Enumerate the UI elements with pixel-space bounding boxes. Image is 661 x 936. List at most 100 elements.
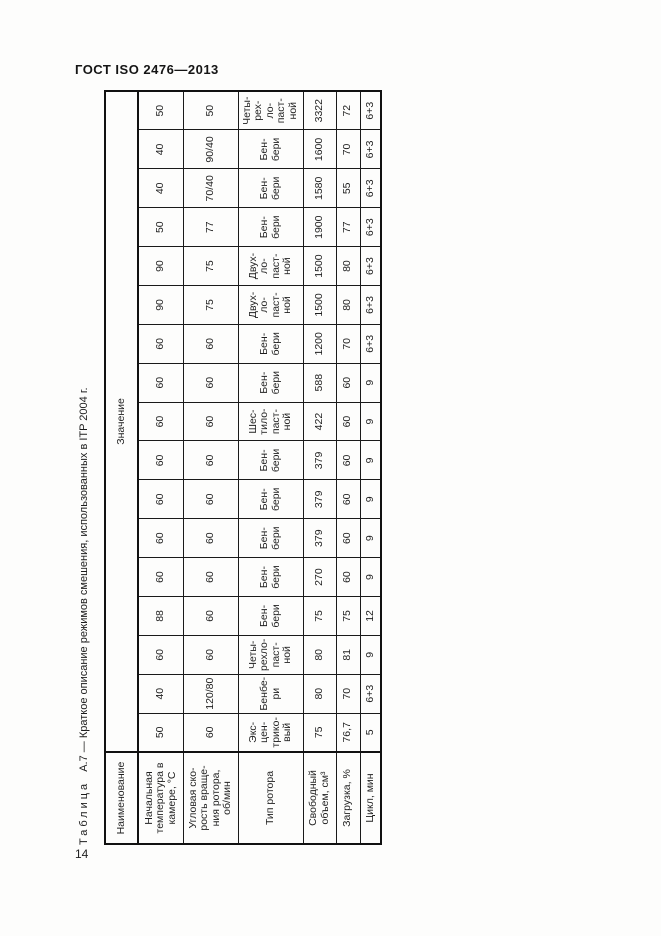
speed-value-cell: 60: [183, 363, 238, 403]
temperature-value-cell: 50: [138, 713, 183, 752]
rotor-value-cell: Шес- тило- паст- ной: [238, 402, 303, 441]
speed-value-cell: 60: [183, 324, 238, 364]
temperature-value-cell: 90: [138, 285, 183, 325]
rotor-value-cell: Бен- бери: [238, 168, 303, 208]
temperature-value-cell: 60: [138, 518, 183, 558]
rotor-value-cell: Бен- бери: [238, 207, 303, 247]
cycle-value-cell: 6+3: [360, 246, 381, 286]
volume-value-cell: 588: [303, 363, 336, 403]
temperature-value-cell: 50: [138, 90, 183, 130]
cycle-value-cell: 12: [360, 596, 381, 636]
temperature-row-label: Начальная температура в камере, °С: [138, 752, 183, 844]
rotated-table-assembly: Таблица А.7 — Краткое описание режимов с…: [78, 89, 383, 845]
temperature-value-cell: 40: [138, 130, 183, 169]
volume-value-cell: 75: [303, 596, 336, 636]
speed-value-cell: 60: [183, 713, 238, 752]
rotor-value-cell: Бен- бери: [238, 441, 303, 480]
page-number-text: 14: [75, 847, 89, 861]
load-row: Загрузка, % 76,7 70 81 75 60 60 60 60 60 60 70 80 80 7…: [336, 90, 360, 844]
table-title-rest: А.7 — Краткое описание режимов смешения,…: [78, 387, 90, 772]
load-value-cell: 80: [336, 246, 360, 286]
cycle-value-cell: 9: [360, 635, 381, 675]
load-value-cell: 60: [336, 518, 360, 558]
volume-value-cell: 1580: [303, 168, 336, 208]
load-value-cell: 70: [336, 674, 360, 714]
load-value-cell: 70: [336, 324, 360, 364]
table-title-word: Таблица: [78, 780, 90, 845]
temperature-value-cell: 50: [138, 207, 183, 247]
load-value-cell: 77: [336, 207, 360, 247]
rotor-speed-row: Угловая ско- рость враще- ния ротора, об…: [183, 90, 238, 844]
cycle-value-cell: 9: [360, 557, 381, 597]
load-value-cell: 72: [336, 90, 360, 130]
temperature-value-cell: 60: [138, 363, 183, 403]
temperature-value-cell: 40: [138, 674, 183, 714]
rotor-value-cell: Экс- цен- трико- вый: [238, 713, 303, 752]
mixing-regimes-table: Наименование Значение Начальная температ…: [104, 89, 382, 845]
rotor-value-cell: Четы- рехло- паст- ной: [238, 635, 303, 675]
temperature-value-cell: 60: [138, 557, 183, 597]
cycle-value-cell: 5: [360, 713, 381, 752]
page-number: 14: [75, 847, 88, 861]
load-value-cell: 75: [336, 596, 360, 636]
rotor-type-row: Тип ротора Экс- цен- трико- вый Бенбе- ри Ч…: [238, 90, 303, 844]
speed-value-cell: 70/40: [183, 168, 238, 208]
cycle-value-cell: 6+3: [360, 168, 381, 208]
volume-value-cell: 1600: [303, 130, 336, 169]
cycle-value-cell: 6+3: [360, 324, 381, 364]
cycle-value-cell: 6+3: [360, 90, 381, 130]
cycle-value-cell: 9: [360, 518, 381, 558]
volume-value-cell: 1500: [303, 285, 336, 325]
volume-value-cell: 80: [303, 674, 336, 714]
load-value-cell: 76,7: [336, 713, 360, 752]
rotor-value-cell: Четы- рех- ло- паст- ной: [238, 90, 303, 130]
speed-row-label: Угловая ско- рость враще- ния ротора, об…: [183, 752, 238, 844]
rotor-value-cell: Бен- бери: [238, 130, 303, 169]
cycle-row: Цикл, мин 5 6+3 9 12 9 9 9 9 9 9 6+3 6+3 6+3 6+3 6+3 6+3…: [360, 90, 381, 844]
volume-value-cell: 379: [303, 518, 336, 558]
value-header-cell: Значение: [105, 90, 138, 752]
free-volume-row: Свободный объем, см³ 75 80 80 75 270 379 379 379…: [303, 90, 336, 844]
load-value-cell: 70: [336, 130, 360, 169]
speed-value-cell: 50: [183, 90, 238, 130]
load-value-cell: 60: [336, 557, 360, 597]
rotor-value-cell: Двух- ло- паст- ной: [238, 285, 303, 325]
standard-number-text: ГОСТ ISO 2476—2013: [75, 62, 219, 77]
corner-header-cell: Наименование: [105, 752, 138, 844]
temperature-value-cell: 60: [138, 479, 183, 519]
cycle-value-cell: 6+3: [360, 207, 381, 247]
rotor-value-cell: Бен- бери: [238, 324, 303, 364]
load-value-cell: 55: [336, 168, 360, 208]
temperature-value-cell: 40: [138, 168, 183, 208]
speed-value-cell: 60: [183, 402, 238, 441]
temperature-value-cell: 88: [138, 596, 183, 636]
cycle-value-cell: 6+3: [360, 674, 381, 714]
volume-value-cell: 379: [303, 479, 336, 519]
volume-value-cell: 1200: [303, 324, 336, 364]
load-value-cell: 81: [336, 635, 360, 675]
speed-value-cell: 60: [183, 557, 238, 597]
rotor-value-cell: Двух- ло- паст- ной: [238, 246, 303, 286]
speed-value-cell: 60: [183, 518, 238, 558]
rotor-value-cell: Бенбе- ри: [238, 674, 303, 714]
rotor-value-cell: Бен- бери: [238, 518, 303, 558]
load-value-cell: 60: [336, 441, 360, 480]
rotor-value-cell: Бен- бери: [238, 479, 303, 519]
standard-number-header: ГОСТ ISO 2476—2013: [75, 62, 219, 77]
cycle-value-cell: 9: [360, 441, 381, 480]
cycle-value-cell: 9: [360, 363, 381, 403]
speed-value-cell: 60: [183, 596, 238, 636]
rotor-row-label: Тип ротора: [238, 752, 303, 844]
temperature-value-cell: 90: [138, 246, 183, 286]
temperature-value-cell: 60: [138, 324, 183, 364]
cycle-value-cell: 6+3: [360, 130, 381, 169]
table-title: Таблица А.7 — Краткое описание режимов с…: [78, 92, 98, 845]
cycle-row-label: Цикл, мин: [360, 752, 381, 844]
temperature-row: Начальная температура в камере, °С 50 40 60…: [138, 90, 183, 844]
load-value-cell: 60: [336, 402, 360, 441]
speed-value-cell: 90/40: [183, 130, 238, 169]
cycle-value-cell: 9: [360, 479, 381, 519]
cycle-value-cell: 9: [360, 402, 381, 441]
speed-value-cell: 75: [183, 285, 238, 325]
